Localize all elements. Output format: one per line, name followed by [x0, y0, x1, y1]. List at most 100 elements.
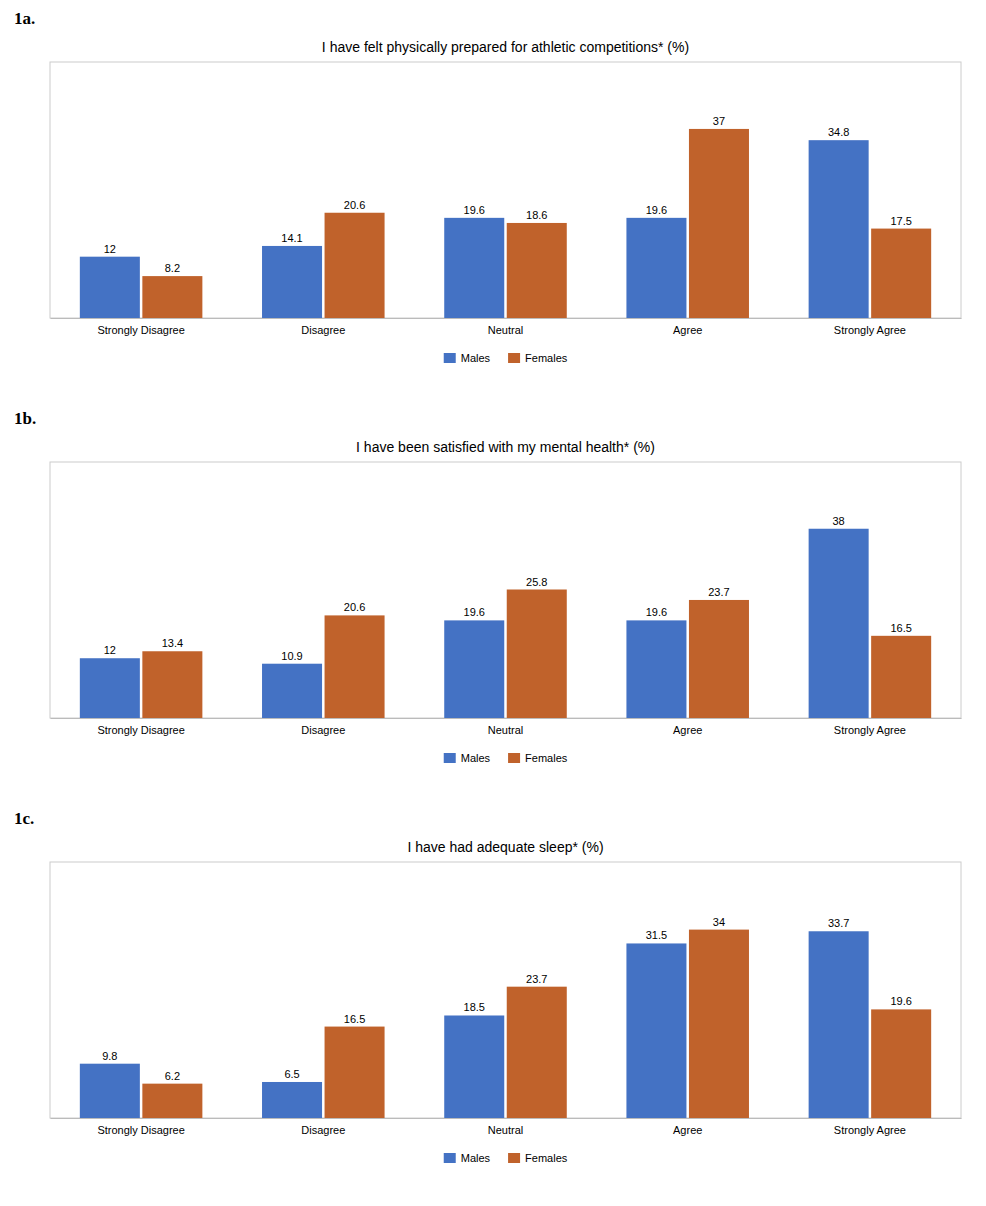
legend-swatch [508, 753, 520, 763]
chart-title: I have had adequate sleep* (%) [407, 839, 603, 855]
bar [142, 1084, 202, 1118]
plot-frame [50, 62, 961, 318]
legend-item: Females [508, 1152, 568, 1164]
plot: I have been satisfied with my mental hea… [50, 439, 962, 764]
bar [262, 1082, 322, 1118]
data-label: 8.2 [165, 262, 180, 274]
data-label: 19.6 [890, 995, 911, 1007]
axis-line [51, 1118, 962, 1119]
tick-label: Strongly Disagree [97, 1124, 184, 1136]
tick-label: Strongly Agree [834, 324, 906, 336]
plot-frame [50, 462, 961, 718]
bar [689, 129, 749, 318]
bar [262, 246, 322, 318]
tick: Agree [673, 1118, 702, 1136]
legend-label: Males [461, 752, 491, 764]
bar [444, 1015, 504, 1118]
data-label: 6.2 [165, 1070, 180, 1082]
legend-swatch [508, 1153, 520, 1163]
panel: 1b. I have been satisfied with my mental … [14, 409, 962, 764]
data-labels: 9.86.518.531.533.76.216.523.73419.6 [102, 916, 912, 1082]
data-label: 10.9 [281, 650, 302, 662]
bar [444, 218, 504, 318]
bar [142, 276, 202, 318]
legend-swatch [444, 753, 456, 763]
bar [80, 257, 140, 318]
data-label: 16.5 [890, 622, 911, 634]
tick-label: Neutral [488, 724, 523, 736]
data-label: 23.7 [708, 586, 729, 598]
data-label: 20.6 [344, 199, 365, 211]
data-label: 34.8 [828, 126, 849, 138]
bar [142, 651, 202, 718]
x-axis: Strongly Disagree Disagree Neutral Agree Str… [51, 1118, 962, 1136]
legend-item: Males [444, 352, 491, 364]
data-label: 33.7 [828, 917, 849, 929]
data-label: 9.8 [102, 1050, 117, 1062]
tick-label: Neutral [488, 1124, 523, 1136]
data-label: 12 [104, 644, 116, 656]
data-label: 16.5 [344, 1013, 365, 1025]
bar [626, 620, 686, 718]
tick-label: Disagree [301, 324, 345, 336]
chart-title: I have felt physically prepared for athl… [322, 39, 689, 55]
tick-label: Strongly Agree [834, 1124, 906, 1136]
data-label: 38 [833, 515, 845, 527]
tick: Strongly Disagree [97, 718, 184, 736]
tick-label: Agree [673, 324, 702, 336]
x-axis: Strongly DisagreeDisagreeNeutralAgreeStr… [51, 318, 962, 336]
tick: Neutral [488, 318, 523, 336]
bar [507, 223, 567, 318]
tick: Agree [673, 718, 702, 736]
bars [80, 129, 931, 318]
tick: Disagree [301, 1118, 345, 1136]
bars [80, 529, 931, 718]
panel-label: 1b. [14, 409, 36, 428]
bar [809, 931, 869, 1118]
tick: Strongly Disagree [97, 1118, 184, 1136]
panel: 1c.I have had adequate sleep* (%)9.86.51… [14, 809, 962, 1164]
legend: Males Females [444, 1152, 568, 1164]
tick-label: Agree [673, 724, 702, 736]
panel: 1a. I have felt physically prepared for a… [14, 9, 962, 364]
data-label: 17.5 [890, 215, 911, 227]
data-label: 19.6 [646, 204, 667, 216]
bar [626, 218, 686, 318]
plot: I have felt physically prepared for athl… [50, 39, 962, 364]
tick-label: Strongly Disagree [97, 724, 184, 736]
panel-label: 1a. [14, 9, 35, 28]
legend-label: Females [525, 752, 568, 764]
bar [689, 600, 749, 718]
tick: Agree [673, 318, 702, 336]
axis-line [51, 718, 962, 719]
legend-item: Females [508, 352, 568, 364]
data-label: 34 [713, 916, 725, 928]
bar [325, 615, 385, 718]
data-label: 14.1 [281, 232, 302, 244]
plot: I have had adequate sleep* (%)9.86.518.5… [50, 839, 962, 1164]
axis-line [51, 318, 962, 319]
legend-swatch [444, 353, 456, 363]
bar [325, 1027, 385, 1118]
bar [809, 140, 869, 318]
data-label: 19.6 [464, 204, 485, 216]
tick: Neutral [488, 718, 523, 736]
data-label: 18.5 [464, 1001, 485, 1013]
data-label: 25.8 [526, 576, 547, 588]
bar [507, 987, 567, 1118]
data-label: 20.6 [344, 601, 365, 613]
legend: Males Females [444, 752, 568, 764]
plot-frame [50, 862, 961, 1118]
data-label: 37 [713, 115, 725, 127]
bar [80, 658, 140, 718]
bar [871, 229, 931, 318]
legend-item: Females [508, 752, 568, 764]
legend-item: Males [444, 752, 491, 764]
legend-item: Males [444, 1152, 491, 1164]
tick-label: Strongly Agree [834, 724, 906, 736]
chart-title: I have been satisfied with my mental hea… [356, 439, 655, 455]
bars [80, 930, 931, 1118]
bar [507, 590, 567, 718]
data-label: 18.6 [526, 209, 547, 221]
figure: 1a. I have felt physically prepared for a… [0, 0, 986, 1206]
